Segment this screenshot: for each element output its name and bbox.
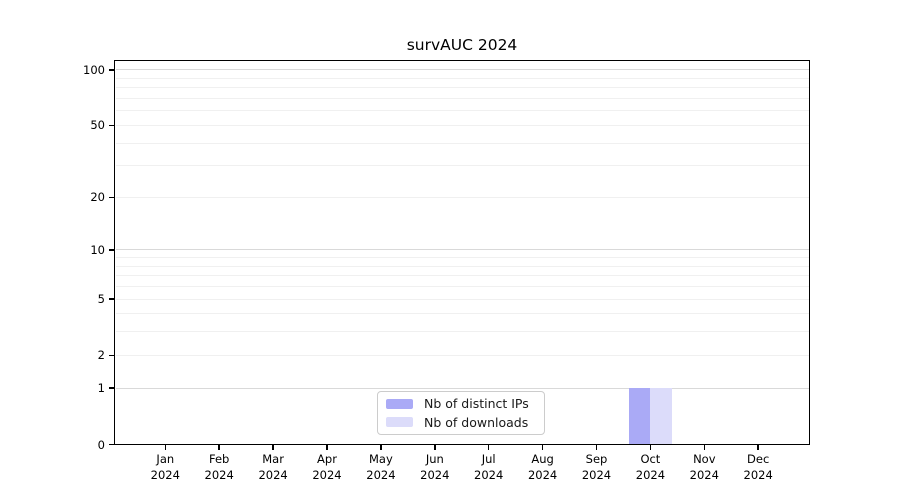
y-tick-mark [109, 443, 114, 446]
x-tick-label-line: 2024 [635, 468, 666, 482]
x-tick-label: Feb 2024 [179, 451, 259, 484]
x-tick-mark [757, 444, 759, 450]
legend-label-distinct-ips: Nb of distinct IPs [424, 396, 529, 412]
x-tick-label-line: 2024 [366, 468, 396, 482]
y-tick-label: 20 [90, 190, 105, 205]
y-tick-mark [109, 298, 114, 300]
y-tick-mark [109, 196, 114, 199]
x-tick-label-line: 2024 [312, 468, 342, 482]
x-tick-label: Nov 2024 [664, 451, 744, 484]
legend-item-distinct-ips: Nb of distinct IPs [378, 395, 544, 412]
y-tick-label: 0 [97, 437, 105, 452]
x-tick-label-line: Nov [693, 451, 716, 466]
gridline-minor [115, 142, 809, 144]
x-tick-label: Aug 2024 [503, 451, 583, 484]
x-tick-mark [218, 444, 220, 450]
gridline-minor [115, 87, 809, 89]
gridline-minor [115, 124, 809, 126]
x-tick-label-line: Jan [156, 451, 175, 466]
x-tick-label: Jul 2024 [449, 451, 529, 484]
y-tick-mark [109, 387, 114, 389]
gridline-major [115, 69, 809, 71]
x-tick-mark [703, 444, 706, 450]
gridline-minor [115, 97, 809, 99]
x-tick-label-line: 2024 [150, 468, 180, 482]
x-tick-mark [434, 444, 436, 450]
y-tick-label: 50 [90, 118, 105, 133]
legend-label-downloads: Nb of downloads [424, 414, 529, 430]
gridline-minor [115, 286, 809, 288]
gridline-major [115, 387, 809, 389]
x-tick-label: Jun 2024 [395, 451, 475, 484]
x-tick-label-line: 2024 [689, 468, 719, 482]
gridline-minor [115, 165, 809, 167]
x-tick-label-line: Mar [262, 451, 284, 466]
x-tick-mark [487, 444, 490, 450]
x-tick-label-line: Apr [317, 451, 337, 466]
gridline-minor [115, 331, 809, 333]
x-tick-mark [595, 444, 598, 450]
x-tick-label-line: 2024 [258, 468, 288, 482]
x-tick-mark [164, 444, 167, 450]
y-tick-label: 1 [97, 381, 105, 396]
x-tick-label: Oct 2024 [610, 451, 690, 484]
y-tick-mark [109, 354, 114, 357]
chart-title: survAUC 2024 [406, 36, 518, 54]
legend-swatch-downloads-icon [386, 417, 413, 428]
x-tick-label-line: 2024 [420, 468, 450, 482]
x-tick-label-line: 2024 [204, 468, 234, 482]
x-tick-label-line: Aug [531, 451, 554, 466]
x-tick-mark [541, 444, 544, 450]
gridline-minor [115, 265, 809, 267]
y-tick-label: 2 [97, 348, 105, 363]
legend: Nb of distinct IPs Nb of downloads [377, 391, 545, 435]
gridline-minor [115, 275, 809, 277]
x-tick-label: Dec 2024 [718, 451, 798, 484]
gridline-major [115, 249, 809, 251]
x-tick-label: Jan 2024 [125, 451, 205, 484]
y-tick-label: 5 [97, 292, 105, 307]
gridline-minor [115, 257, 809, 259]
x-tick-label-line: Feb [209, 451, 230, 466]
y-tick-label: 10 [90, 242, 105, 257]
y-tick-label: 100 [83, 62, 105, 77]
x-tick-label-line: Dec [747, 451, 770, 466]
x-tick-label-line: Sep [585, 451, 608, 466]
x-tick-label-line: 2024 [527, 468, 558, 482]
x-tick-label-line: 2024 [474, 468, 504, 482]
x-tick-mark [380, 444, 382, 450]
gridline-minor [115, 313, 809, 315]
x-tick-label-line: May [369, 451, 393, 466]
gridline-minor [115, 77, 809, 79]
bar-downloads [650, 388, 672, 445]
legend-item-downloads: Nb of downloads [378, 414, 544, 431]
x-tick-label: May 2024 [341, 451, 421, 484]
gridline-minor [115, 298, 809, 300]
y-tick-mark [109, 249, 114, 251]
x-tick-label: Sep 2024 [557, 451, 637, 484]
y-tick-mark [109, 69, 114, 71]
x-tick-label-line: Jul [481, 451, 496, 466]
gridline-minor [115, 110, 809, 112]
x-tick-label-line: Oct [640, 451, 661, 466]
legend-swatch-distinct-ips-icon [386, 398, 413, 409]
x-tick-mark [649, 444, 652, 450]
x-tick-label: Mar 2024 [233, 451, 313, 484]
x-tick-label: Apr 2024 [287, 451, 367, 484]
plot-frame [114, 60, 810, 445]
x-tick-label-line: Jun [425, 451, 444, 466]
bar-distinct-ips [628, 388, 651, 445]
x-tick-label-line: 2024 [581, 468, 612, 482]
y-tick-mark [109, 124, 114, 127]
gridline-minor [115, 196, 809, 198]
gridline-minor [115, 354, 809, 356]
x-tick-mark [272, 444, 274, 450]
x-tick-mark [326, 444, 328, 450]
x-tick-label-line: 2024 [743, 468, 773, 482]
